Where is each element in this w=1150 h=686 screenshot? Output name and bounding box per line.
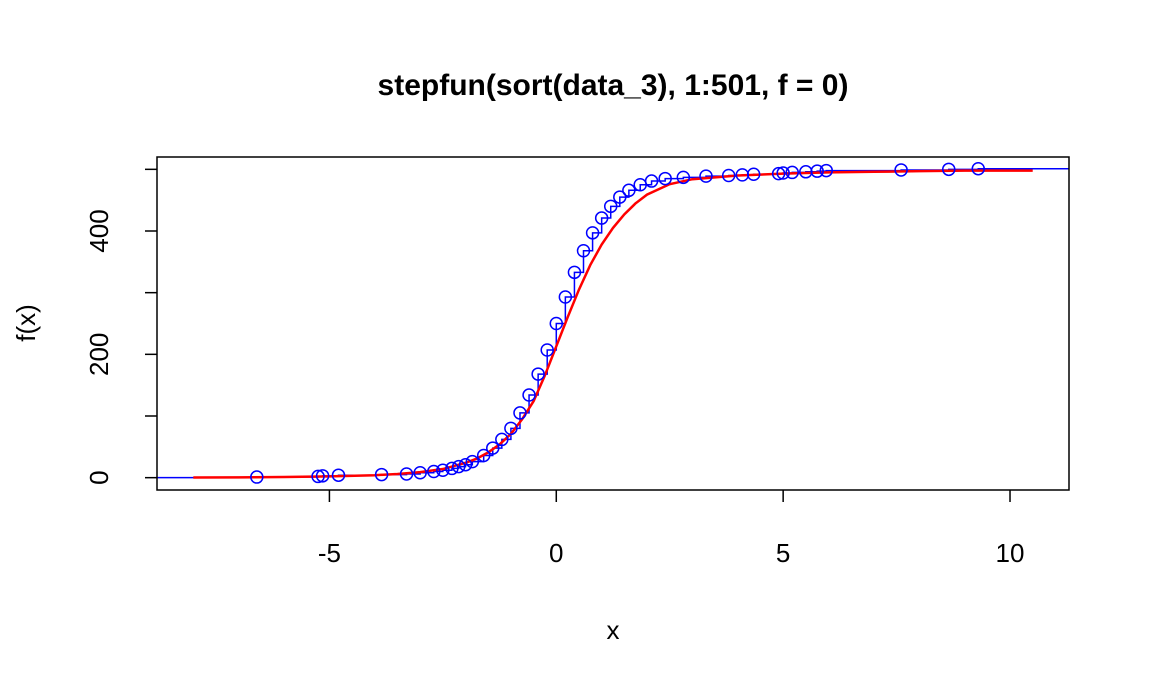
step-point [603,199,618,214]
step-point [250,470,264,484]
step-point [531,367,545,381]
step-point [495,432,509,447]
y-axis: 0 200 400 [84,168,157,485]
step-point [558,290,573,304]
smooth-curve-line [193,169,1033,479]
x-axis-label: x [607,615,620,645]
step-point [771,166,786,181]
step-point [331,468,346,482]
x-tick-label: 5 [776,538,790,568]
step-point [894,163,908,177]
step-function-line [157,167,1069,479]
step-point [942,162,956,177]
step-point [486,441,500,455]
step-point [576,243,591,258]
step-point [971,161,986,176]
step-point [413,465,427,480]
x-tick-label: 10 [996,538,1025,568]
step-point [676,170,691,185]
step-point [622,183,636,198]
y-tick-label: 400 [84,209,114,252]
step-point [458,457,473,472]
y-tick-label: 0 [84,470,114,484]
step-point [776,166,790,180]
plot-frame [156,156,1070,491]
step-point [819,163,834,178]
x-axis: -5 0 5 10 [318,490,1025,568]
step-point [613,190,627,204]
step-point [445,461,459,476]
step-point [451,459,466,474]
step-point [699,169,713,183]
step-point [374,467,389,482]
step-point [785,165,799,180]
y-axis-label: f(x) [11,304,41,342]
step-point [436,463,450,478]
step-point [465,454,480,469]
step-point [567,265,582,280]
step-point [315,469,330,483]
step-point [476,448,491,463]
chart-title: stepfun(sort(data_3), 1:501, f = 0) [378,69,849,102]
step-point [594,211,609,225]
x-tick-label: 0 [549,538,563,568]
y-tick-label: 200 [84,333,114,376]
step-point [585,226,600,240]
step-point [311,469,325,484]
step-point [810,164,824,178]
step-point [522,388,536,402]
x-tick-label: -5 [318,538,341,568]
plot-area [157,161,1069,484]
step-point [746,167,761,182]
step-point [513,406,527,420]
step-point [504,421,518,436]
step-point [644,174,659,188]
step-point [658,171,672,186]
step-point [721,168,736,183]
step-point [427,464,441,479]
step-point [549,316,564,331]
step-point [399,467,414,481]
step-point [540,343,554,357]
